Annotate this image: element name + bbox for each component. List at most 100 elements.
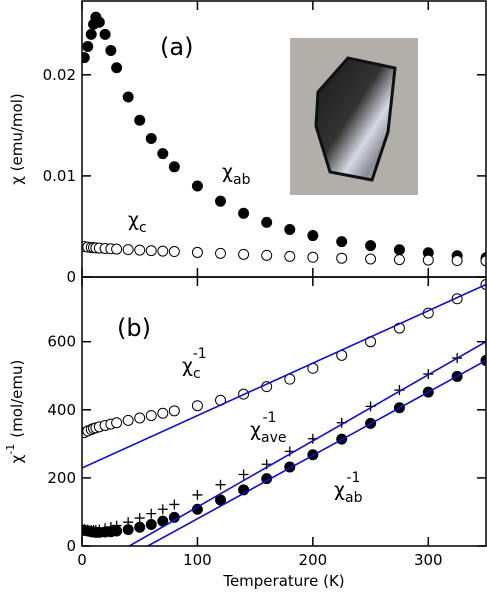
data-point [393, 254, 405, 266]
annotation-sup: -1 [193, 346, 207, 362]
data-point [134, 114, 146, 126]
y-tick-label: 0.02 [43, 66, 76, 84]
data-point [215, 494, 227, 506]
data-point [82, 52, 90, 64]
y-label-sup: -1 [4, 444, 17, 455]
y-label-unit: (mol/emu) [8, 360, 26, 438]
data-point [393, 244, 405, 256]
data-point [146, 508, 157, 519]
y-label-symbol: χ [8, 454, 26, 463]
annotation: χc [128, 209, 147, 236]
data-point [261, 249, 273, 261]
data-point [85, 28, 97, 40]
data-point [82, 40, 94, 52]
annotation-sup: -1 [346, 470, 360, 486]
y-tick-label: 400 [47, 401, 76, 419]
annotation-sub: ave [261, 430, 286, 446]
data-point [238, 248, 250, 260]
y-axis-label: χ (emu/mol) [8, 93, 26, 185]
y-label-symbol: χ (emu/mol) [8, 93, 26, 185]
y-tick-label: 200 [47, 469, 76, 487]
data-point [336, 252, 348, 264]
y-tick-label: 600 [47, 333, 76, 351]
y-axis-label: χ-1 (mol/emu) [4, 360, 26, 464]
data-point [134, 244, 146, 256]
data-point [284, 250, 296, 262]
fit-line [82, 283, 486, 469]
data-point [480, 255, 486, 267]
data-point [191, 180, 203, 192]
x-tick-label: 300 [414, 551, 443, 569]
data-point [111, 417, 123, 429]
x-tick-label: 200 [299, 551, 328, 569]
data-point [145, 245, 157, 257]
fit-line [128, 341, 486, 546]
data-point [134, 513, 145, 524]
data-point [284, 223, 296, 235]
x-axis-label: Temperature (K) [222, 572, 344, 590]
plot-frame [81, 276, 487, 547]
data-point [122, 244, 134, 256]
data-point [451, 255, 463, 267]
annotation-sub: c [139, 220, 147, 236]
data-point [365, 253, 377, 265]
data-point [122, 414, 134, 426]
plot-area [82, 278, 486, 546]
annotation-symbol: χ [222, 161, 233, 183]
data-point [145, 132, 157, 144]
data-point [422, 254, 434, 266]
plot-area [82, 11, 486, 267]
inset-photo [290, 38, 418, 195]
crystal [314, 56, 397, 182]
data-point [157, 407, 169, 419]
annotation: χab [222, 161, 251, 188]
x-tick-label: 100 [183, 551, 212, 569]
data-point [93, 16, 105, 28]
data-point [134, 412, 146, 424]
data-point [336, 236, 348, 248]
data-point [191, 400, 203, 412]
data-point [168, 405, 180, 417]
data-point [191, 246, 203, 258]
data-point [238, 469, 249, 480]
data-point [134, 521, 146, 533]
annotation-symbol: χ [128, 209, 139, 231]
annotation: χab -1 [334, 470, 363, 506]
data-point [238, 207, 250, 219]
data-point [192, 489, 203, 500]
panel-label: (a) [160, 33, 193, 61]
annotation-sup: -1 [262, 410, 276, 426]
data-point [168, 161, 180, 173]
y-tick-label: 0.01 [43, 167, 76, 185]
data-point [157, 245, 169, 257]
data-point [215, 479, 226, 490]
annotation-symbol: χ [182, 355, 193, 377]
data-point [122, 91, 134, 103]
data-point [261, 216, 273, 228]
annotation-sub: c [193, 366, 201, 382]
data-point [365, 240, 377, 252]
data-point [157, 504, 168, 515]
data-point [169, 499, 180, 510]
data-point [122, 524, 134, 536]
annotation: χave -1 [250, 410, 286, 446]
annotation: χc -1 [182, 346, 207, 382]
annotation-symbol: χ [334, 479, 345, 501]
data-point [99, 28, 111, 40]
data-point [145, 410, 157, 422]
data-point [168, 246, 180, 258]
data-point [111, 62, 123, 74]
panel-label: (b) [117, 314, 151, 342]
fit-line [147, 359, 486, 546]
data-point [145, 519, 157, 531]
y-tick-label: 0 [66, 268, 76, 286]
x-tick-label: 0 [77, 551, 87, 569]
annotation-sub: ab [233, 172, 251, 188]
annotation-sub: ab [345, 490, 363, 506]
data-point [111, 243, 123, 255]
data-point [215, 195, 227, 207]
annotation-symbol: χ [250, 419, 261, 441]
data-point [307, 230, 319, 242]
data-point [215, 247, 227, 259]
